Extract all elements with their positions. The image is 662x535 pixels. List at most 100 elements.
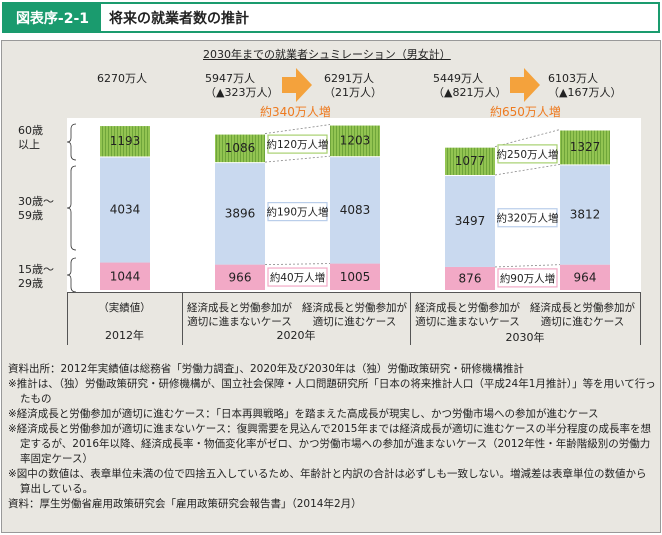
- difference-label: 約120万人増: [266, 138, 328, 151]
- figure-title: 将来の就業者数の推計: [109, 10, 249, 27]
- difference-box: [267, 202, 328, 222]
- label-line: 適切に進まないケース: [415, 316, 520, 328]
- bar-value-label: 964: [574, 270, 597, 284]
- bar-segment: [445, 175, 495, 267]
- label-line: 適切に進むケース: [312, 316, 397, 328]
- label-line: 適切に進まないケース: [187, 316, 292, 328]
- bar-value-label: 3896: [225, 206, 256, 220]
- bar-segment: [330, 263, 380, 290]
- difference-box: [497, 144, 558, 164]
- age-label-line: 以上: [18, 138, 40, 151]
- label-line: 経済成長と労働参加が: [187, 302, 292, 314]
- note-reference: 資料：厚生労働省雇用政策研究会「雇用政策研究会報告書」（2014年2月）: [8, 498, 362, 510]
- chart-subtitle: 2030年までの就業者シュミレーション（男女計）: [203, 48, 451, 61]
- bar-segment: [100, 157, 150, 263]
- age-label-line: 30歳～: [18, 195, 54, 208]
- total-value: 5947万人: [205, 72, 255, 85]
- category-label: 経済成長と労働参加が 適切に進むケース: [525, 301, 640, 329]
- total-change: （▲323万人）: [205, 86, 279, 99]
- bar-value-label: 1193: [110, 134, 141, 148]
- category-axis-table: （実績値） 経済成長と労働参加が 適切に進まないケース 経済成長と労働参加が 適切に…: [67, 292, 641, 345]
- age-label-line: 29歳: [18, 277, 43, 290]
- divider: [182, 293, 183, 345]
- total-change: （21万人）: [324, 86, 382, 99]
- label-line: 経済成長と労働参加が: [415, 302, 520, 314]
- age-group-label: 60歳 以上: [18, 124, 43, 152]
- total-label: 6103万人 （▲167万人）: [548, 72, 621, 100]
- bar-value-label: 876: [459, 271, 482, 285]
- difference-box: [497, 268, 558, 288]
- total-change: （▲821万人）: [433, 86, 507, 99]
- bar-segment: [215, 134, 265, 163]
- category-label: 経済成長と労働参加が 適切に進まないケース: [182, 301, 297, 329]
- bar-segment: [215, 264, 265, 290]
- bar-segment: [560, 264, 610, 290]
- bar-value-label: 1327: [570, 140, 601, 154]
- bar-value-label: 1203: [340, 133, 371, 147]
- note: ※経済成長と労働参加が適切に進むケース：「日本再興戦略」を踏まえた高成長が現実し…: [8, 408, 599, 420]
- bar-segment: [330, 125, 380, 157]
- category-label: （実績値）: [98, 302, 151, 314]
- arrow-right-icon: [282, 68, 312, 102]
- year-label: 2030年: [505, 331, 545, 344]
- total-label: 6291万人 （21万人）: [324, 72, 382, 100]
- bar-segment: [560, 165, 610, 265]
- total-label: 5449万人 （▲821万人）: [433, 72, 506, 100]
- arrow-right-icon: [510, 68, 540, 102]
- bar-segment: [560, 130, 610, 165]
- total-label: 6270万人: [97, 72, 147, 86]
- total-change: （▲167万人）: [548, 86, 622, 99]
- bar-value-label: 4034: [110, 202, 141, 216]
- bar-value-label: 1044: [110, 269, 141, 283]
- category-label: 経済成長と労働参加が 適切に進まないケース: [410, 301, 525, 329]
- bar-value-label: 1077: [455, 154, 486, 168]
- bar-value-label: 3812: [570, 208, 601, 222]
- figure-number: 図表序-2-1: [4, 4, 101, 31]
- age-label-line: 15歳～: [18, 263, 54, 276]
- bar-segment: [445, 266, 495, 290]
- connector-line: [264, 155, 331, 163]
- label-line: 経済成長と労働参加が: [302, 302, 407, 314]
- connector-line: [264, 263, 331, 265]
- age-group-braces: [66, 123, 77, 293]
- total-label: 5947万人 （▲323万人）: [205, 72, 278, 100]
- difference-box: [267, 267, 328, 287]
- notes: 資料出所：2012年実績値は総務省「労働力調査」、2020年及び2030年は（独…: [8, 362, 656, 512]
- difference-label: 約250万人増: [496, 148, 558, 161]
- bar-segment: [100, 262, 150, 290]
- difference-box: [497, 208, 558, 228]
- bar-value-label: 1086: [225, 141, 256, 155]
- total-value: 6291万人: [324, 72, 374, 85]
- bar-value-label: 966: [229, 270, 252, 284]
- bar-value-label: 1005: [340, 270, 371, 284]
- year-label: 2012年: [105, 329, 144, 342]
- difference-label: 約320万人増: [496, 212, 558, 225]
- connector-line: [494, 129, 561, 148]
- age-label-line: 60歳: [18, 124, 43, 137]
- total-value: 6270万人: [97, 72, 147, 85]
- total-value: 6103万人: [548, 72, 598, 85]
- divider: [410, 293, 411, 345]
- increase-total-2020: 約340万人増: [260, 105, 331, 119]
- increase-total-2030: 約650万人増: [490, 105, 561, 119]
- connector-line: [494, 264, 561, 268]
- year-label: 2020年: [276, 329, 316, 342]
- connector-line: [264, 124, 331, 134]
- note: ※経済成長と労働参加が適切に進まないケース：復興需要を見込んで2015年までは経…: [8, 423, 651, 465]
- difference-label: 約190万人増: [266, 206, 328, 219]
- difference-label: 約90万人増: [500, 272, 555, 285]
- figure-title-bar: 図表序-2-1 将来の就業者数の推計: [2, 2, 660, 33]
- difference-box: [267, 134, 328, 154]
- note-source: 資料出所：2012年実績値は総務省「労働力調査」、2020年及び2030年は（独…: [8, 363, 524, 375]
- label-line: 適切に進むケース: [540, 316, 625, 328]
- connector-line: [494, 163, 561, 176]
- age-group-label: 30歳～ 59歳: [18, 195, 54, 223]
- divider: [640, 293, 641, 345]
- label-line: 経済成長と労働参加が: [530, 302, 635, 314]
- bar-value-label: 4083: [340, 203, 371, 217]
- bar-segment: [445, 147, 495, 175]
- total-value: 5449万人: [433, 72, 483, 85]
- bar-segment: [330, 157, 380, 264]
- bar-segment: [215, 163, 265, 265]
